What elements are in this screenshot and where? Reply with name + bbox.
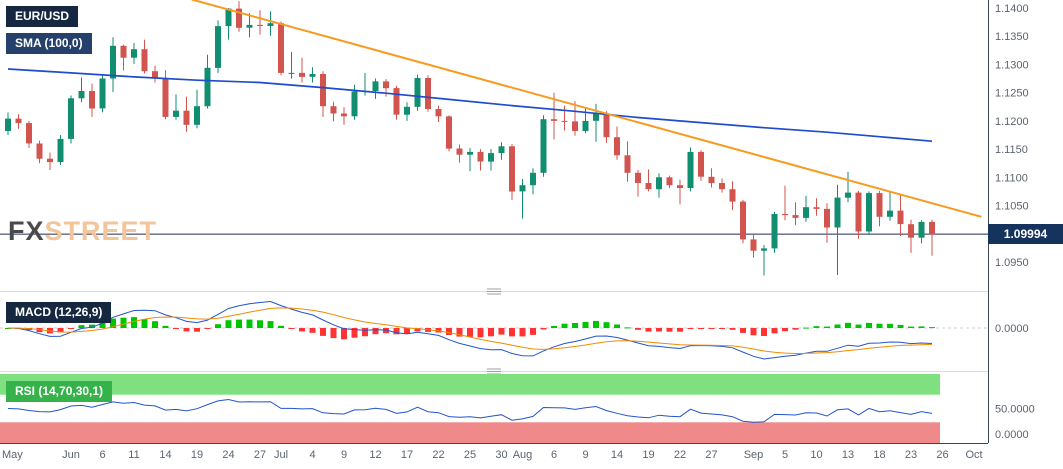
svg-text:1.1400: 1.1400 [995, 3, 1029, 15]
axis-lines [0, 0, 989, 444]
svg-text:50.0000: 50.0000 [995, 404, 1035, 416]
svg-text:14: 14 [611, 449, 623, 461]
svg-text:22: 22 [432, 449, 444, 461]
svg-text:May: May [2, 449, 23, 461]
svg-text:19: 19 [191, 449, 203, 461]
sma-line[interactable] [7, 68, 933, 143]
svg-text:1.1300: 1.1300 [995, 59, 1029, 71]
svg-text:26: 26 [936, 449, 948, 461]
panel-separator-grip[interactable] [0, 368, 988, 375]
svg-text:23: 23 [905, 449, 917, 461]
svg-text:14: 14 [159, 449, 171, 461]
svg-text:25: 25 [464, 449, 476, 461]
last-price-badge: 1.09994 [988, 224, 1063, 244]
svg-text:Aug: Aug [513, 449, 533, 461]
candles-layer[interactable] [5, 1, 935, 276]
fxstreet-watermark: FXSTREET [8, 218, 157, 245]
svg-text:Jun: Jun [62, 449, 80, 461]
rsi-line[interactable] [7, 398, 933, 423]
macd-indicator-label[interactable]: MACD (12,26,9) [6, 302, 112, 323]
price-axis-labels: 1.1400 1.1350 1.1300 1.1250 1.1200 1.1150 1.11… [995, 3, 1035, 441]
trend-line[interactable] [191, 0, 982, 218]
svg-text:30: 30 [495, 449, 507, 461]
svg-text:1.1050: 1.1050 [995, 201, 1029, 213]
svg-text:1.0950: 1.0950 [995, 257, 1029, 269]
svg-text:18: 18 [873, 449, 885, 461]
svg-text:1.1100: 1.1100 [995, 172, 1028, 184]
svg-text:0.0000: 0.0000 [995, 429, 1029, 441]
svg-text:22: 22 [674, 449, 686, 461]
watermark-fx: FX [8, 216, 45, 246]
svg-text:1.1350: 1.1350 [995, 31, 1029, 43]
svg-text:Oct: Oct [965, 449, 982, 461]
svg-text:12: 12 [369, 449, 381, 461]
svg-text:6: 6 [551, 449, 557, 461]
svg-text:19: 19 [642, 449, 654, 461]
svg-text:27: 27 [254, 449, 266, 461]
svg-text:4: 4 [309, 449, 315, 461]
svg-text:6: 6 [99, 449, 105, 461]
svg-text:24: 24 [222, 449, 234, 461]
svg-text:5: 5 [782, 449, 788, 461]
svg-text:10: 10 [810, 449, 822, 461]
rsi-bands [0, 374, 940, 443]
svg-text:17: 17 [401, 449, 413, 461]
svg-text:27: 27 [705, 449, 717, 461]
svg-text:9: 9 [582, 449, 588, 461]
svg-text:Sep: Sep [744, 449, 764, 461]
svg-text:Jul: Jul [274, 449, 288, 461]
symbol-label[interactable]: EUR/USD [6, 6, 79, 27]
svg-text:1.1150: 1.1150 [995, 144, 1028, 156]
svg-text:1.1200: 1.1200 [995, 116, 1029, 128]
panel-separator-grip[interactable] [0, 288, 988, 295]
macd-lines[interactable] [7, 300, 933, 360]
watermark-street: STREET [44, 216, 158, 246]
svg-text:13: 13 [842, 449, 854, 461]
svg-text:1.1250: 1.1250 [995, 88, 1029, 100]
svg-text:0.0000: 0.0000 [995, 323, 1029, 335]
sma-indicator-label[interactable]: SMA (100,0) [6, 33, 92, 54]
rsi-indicator-label[interactable]: RSI (14,70,30,1) [6, 381, 113, 402]
svg-text:9: 9 [341, 449, 347, 461]
time-axis-labels: May Jun 6 11 14 19 24 27 Jul 4 9 12 17 22 25 30 Aug 6 9 14 1… [2, 449, 983, 461]
svg-text:11: 11 [128, 449, 139, 461]
